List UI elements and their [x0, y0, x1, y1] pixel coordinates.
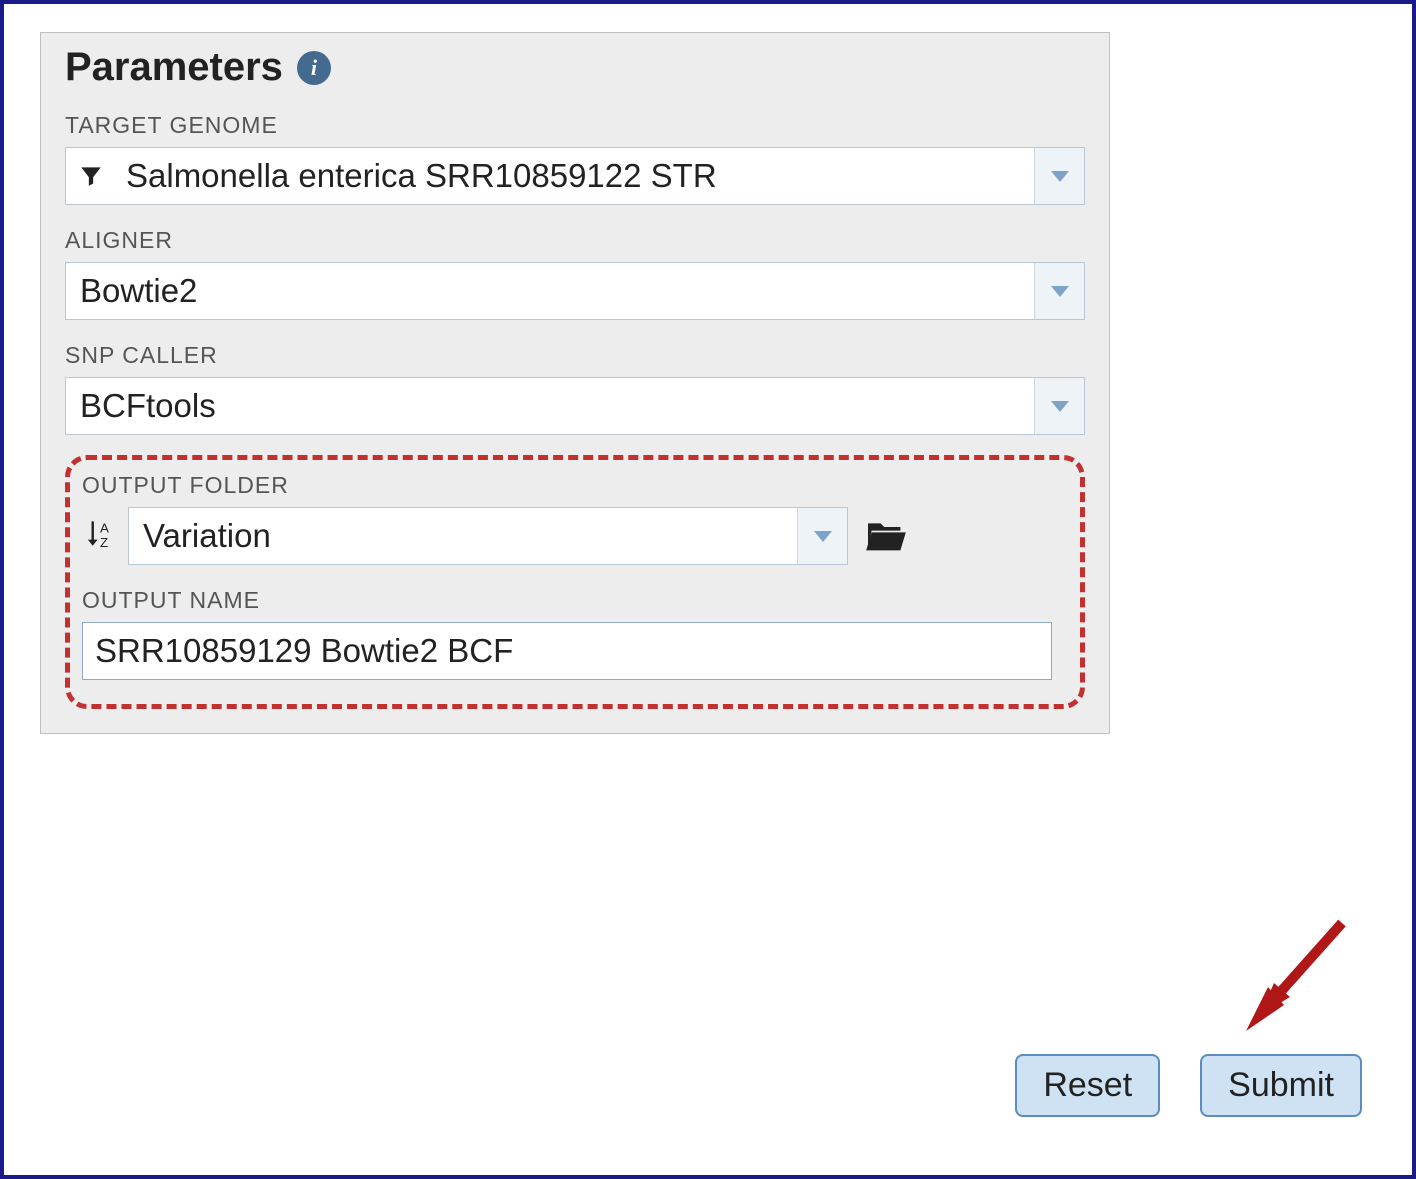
- chevron-down-icon[interactable]: [797, 508, 847, 564]
- svg-text:A: A: [100, 520, 109, 535]
- folder-open-icon[interactable]: [864, 518, 908, 554]
- filter-icon: [66, 148, 116, 204]
- output-folder-label: OUTPUT FOLDER: [82, 472, 1062, 499]
- chevron-down-icon[interactable]: [1034, 148, 1084, 204]
- snp-caller-label: SNP CALLER: [65, 342, 1085, 369]
- annotation-arrow: [1212, 915, 1352, 1045]
- aligner-label: ALIGNER: [65, 227, 1085, 254]
- output-folder-dropdown[interactable]: Variation: [128, 507, 848, 565]
- target-genome-dropdown[interactable]: Salmonella enterica SRR10859122 STR: [65, 147, 1085, 205]
- chevron-down-icon[interactable]: [1034, 263, 1084, 319]
- aligner-dropdown[interactable]: Bowtie2: [65, 262, 1085, 320]
- parameters-panel: Parameters i TARGET GENOME Salmonella en…: [40, 32, 1110, 734]
- output-folder-row: A Z Variation: [82, 507, 1062, 565]
- info-icon[interactable]: i: [297, 51, 331, 85]
- action-buttons: Reset Submit: [1015, 1054, 1362, 1117]
- output-name-input[interactable]: [82, 622, 1052, 680]
- target-genome-label: TARGET GENOME: [65, 112, 1085, 139]
- outer-frame: Parameters i TARGET GENOME Salmonella en…: [0, 0, 1416, 1179]
- panel-title: Parameters: [65, 45, 283, 90]
- target-genome-value: Salmonella enterica SRR10859122 STR: [116, 148, 1034, 204]
- submit-button[interactable]: Submit: [1200, 1054, 1362, 1117]
- chevron-down-icon[interactable]: [1034, 378, 1084, 434]
- output-highlight-group: OUTPUT FOLDER A Z Variation: [65, 455, 1085, 709]
- snp-caller-dropdown[interactable]: BCFtools: [65, 377, 1085, 435]
- output-name-label: OUTPUT NAME: [82, 587, 1062, 614]
- sort-az-icon[interactable]: A Z: [82, 519, 118, 553]
- svg-text:Z: Z: [100, 535, 108, 550]
- panel-header: Parameters i: [65, 45, 1085, 90]
- snp-caller-value: BCFtools: [66, 378, 1034, 434]
- output-folder-value: Variation: [129, 508, 797, 564]
- aligner-value: Bowtie2: [66, 263, 1034, 319]
- reset-button[interactable]: Reset: [1015, 1054, 1160, 1117]
